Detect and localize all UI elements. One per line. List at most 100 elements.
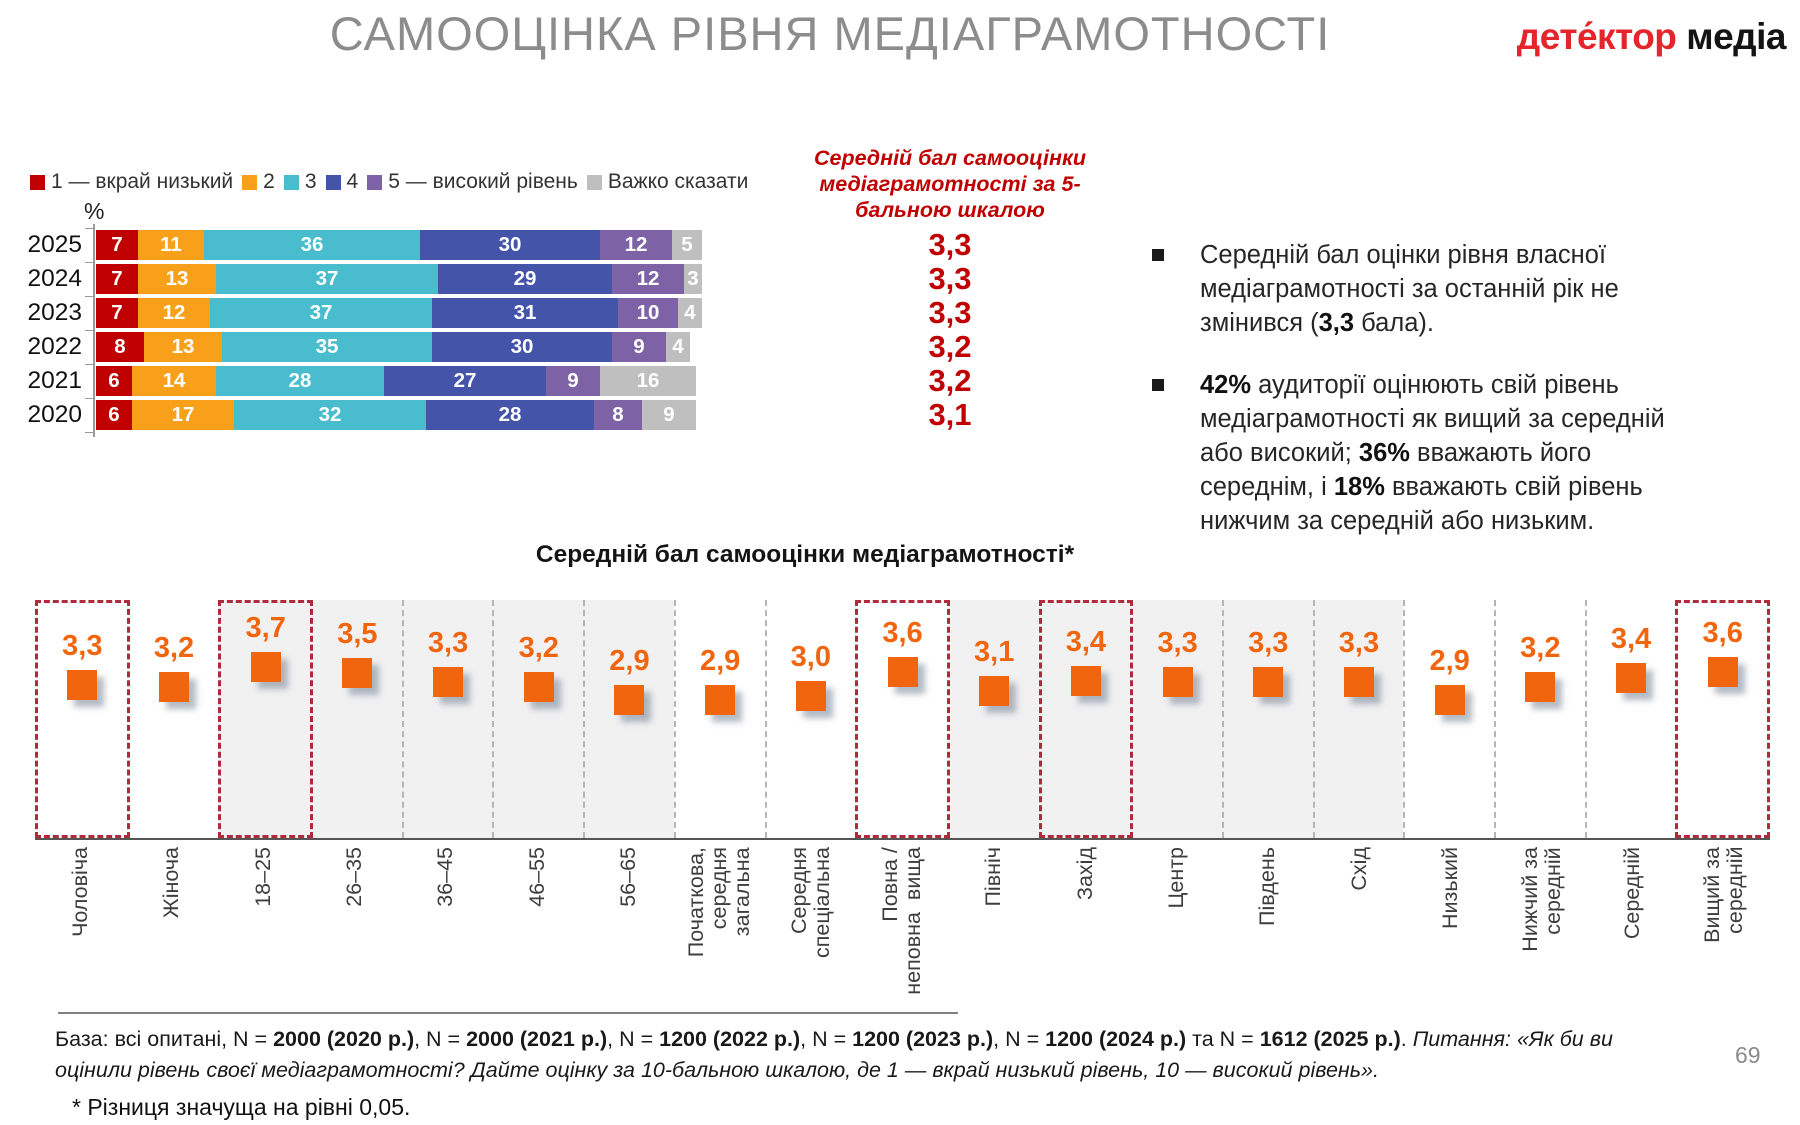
scatter-value-label: 3,6 (882, 616, 923, 649)
scatter-column: 3,3 (1133, 600, 1222, 838)
score-value: 3,2 (928, 329, 972, 364)
x-axis-label: Нижчий за середній (1517, 847, 1565, 952)
bar-segment: 29 (438, 264, 612, 294)
legend-label: 1 — вкрай низький (51, 170, 234, 193)
x-axis-label-cell: Початкова, середня загальна (674, 847, 765, 995)
legend-item: 4 (325, 170, 359, 194)
bullet-item: 42% аудиторії оцінюють свій рівень медіа… (1152, 368, 1792, 538)
scatter-column: 2,9 (583, 600, 674, 838)
scatter-column-significant: 3,4 (1038, 600, 1134, 838)
bullet-text: Середній бал оцінки рівня власної медіаг… (1200, 241, 1619, 337)
bar-segment: 30 (432, 332, 612, 362)
scatter-column: 3,4 (1584, 600, 1676, 838)
scatter-column: 3,3 (1312, 600, 1404, 838)
bar-segment: 4 (678, 298, 702, 328)
score-panel-title: Середній бал самооцінки медіаграмотності… (813, 146, 1087, 222)
bar-segment: 12 (138, 298, 210, 328)
x-axis-label: Захід (1072, 847, 1097, 901)
x-axis-label: 26–35 (342, 847, 367, 907)
scatter-marker (1616, 662, 1647, 693)
scatter-value-label: 3,2 (518, 631, 559, 664)
bar-segment: 13 (144, 332, 222, 362)
x-axis-label: Середній (1620, 847, 1645, 940)
scatter-value-label: 3,6 (1702, 616, 1743, 649)
legend-item: 1 — вкрай низький (30, 170, 233, 194)
bar-segment: 9 (642, 400, 696, 430)
bar-segment: 7 (96, 230, 138, 260)
x-axis-label-cell: Середня спеціальна (766, 847, 857, 995)
scatter-value-label: 3,5 (337, 618, 378, 650)
bar-segment: 12 (612, 264, 684, 294)
bar-segment: 5 (672, 230, 702, 260)
x-axis-label-cell: 46–55 (492, 847, 583, 995)
x-axis-label: Низький (1437, 847, 1462, 930)
scatter-column: 3,0 (764, 600, 856, 838)
scatter-marker (705, 685, 736, 715)
x-axis-label-cell: Повна / неповна вища (857, 847, 948, 995)
x-axis-label: Центр (1163, 847, 1188, 909)
bar-segment: 7 (96, 264, 138, 294)
legend-swatch (325, 174, 341, 190)
legend-swatch (242, 174, 258, 190)
scatter-marker (1707, 656, 1738, 687)
scatter-marker (1343, 667, 1374, 697)
bar-segment: 8 (594, 400, 642, 430)
x-axis-label-cell: Південь (1222, 847, 1313, 995)
x-axis-label-cell: Вищий за середній (1679, 847, 1770, 995)
logo-part-black: медіа (1676, 16, 1786, 57)
stacked-bar-chart: 7 11 36 30 12 5 7 13 37 29 12 3 7 12 37 31 10 4 8 13 35 30 9 4 6… (96, 230, 702, 434)
x-axis-label: Вищий за середній (1700, 847, 1748, 943)
stacked-chart-axis-line (93, 224, 95, 437)
scatter-marker (614, 685, 645, 715)
x-axis-label: 56–65 (616, 847, 641, 907)
scatter-value-label: 3,4 (1610, 622, 1652, 655)
score-value: 3,3 (928, 261, 972, 296)
x-axis-label: Повна / неповна вища (878, 847, 926, 995)
footer-divider (58, 1012, 958, 1014)
bar-segment: 37 (210, 298, 432, 328)
scatter-marker (1525, 671, 1556, 702)
scatter-value-label: 3,3 (427, 627, 469, 659)
x-axis-label: Жіноча (159, 847, 184, 919)
scatter-column-significant: 3,7 (218, 600, 314, 838)
legend-item: 5 — високий рівень (367, 170, 578, 194)
legend-label: 4 (346, 170, 359, 193)
scatter-value-label: 3,7 (245, 612, 286, 644)
scatter-value-label: 3,4 (1065, 625, 1107, 658)
x-axis-label: Чоловіча (68, 847, 93, 937)
bar-segment: 10 (618, 298, 678, 328)
scatter-marker (979, 676, 1010, 706)
x-axis-label: Схід (1346, 847, 1371, 891)
x-axis-label-cell: Середній (1587, 847, 1678, 995)
axis-tick (85, 398, 93, 399)
bar-row: 7 12 37 31 10 4 (96, 298, 702, 328)
summary-bullets: Середній бал оцінки рівня власної медіаг… (1152, 238, 1792, 566)
scatter-column: 3,5 (313, 600, 402, 838)
bar-segment: 13 (138, 264, 216, 294)
legend-item: 2 (242, 170, 275, 194)
bar-segment: 16 (600, 366, 696, 396)
base-note: База: всі опитані, N = 2000 (2020 р.), N… (55, 1027, 1613, 1082)
scatter-value-label: 3,3 (1248, 627, 1289, 659)
bar-segment: 37 (216, 264, 438, 294)
bar-segment: 17 (132, 400, 234, 430)
x-axis-label-cell: Північ (948, 847, 1039, 995)
x-axis-label-cell: 36–45 (400, 847, 491, 995)
bar-segment: 28 (216, 366, 384, 396)
x-axis-label-cell: Центр (1131, 847, 1222, 995)
x-axis-label-cell: Захід (1039, 847, 1130, 995)
scatter-marker (887, 656, 918, 687)
x-axis-label-cell: Чоловіча (35, 847, 126, 995)
logo-part-red: дете́ктор (1516, 16, 1677, 57)
x-axis-label: 36–45 (433, 847, 458, 907)
scatter-value-label: 3,3 (1157, 627, 1198, 659)
legend-swatch (367, 174, 383, 190)
legend-label: 5 — високий рівень (388, 170, 578, 193)
legend-item: Важко сказати (586, 170, 748, 194)
score-panel-values: 3,3 3,3 3,3 3,2 3,2 3,1 (800, 229, 1100, 434)
scatter-column: 2,9 (1403, 600, 1494, 838)
x-axis-label: Північ (981, 847, 1006, 907)
bar-segment: 4 (666, 332, 690, 362)
legend-label: 3 (304, 170, 317, 193)
scatter-value-label: 3,2 (1520, 631, 1561, 664)
